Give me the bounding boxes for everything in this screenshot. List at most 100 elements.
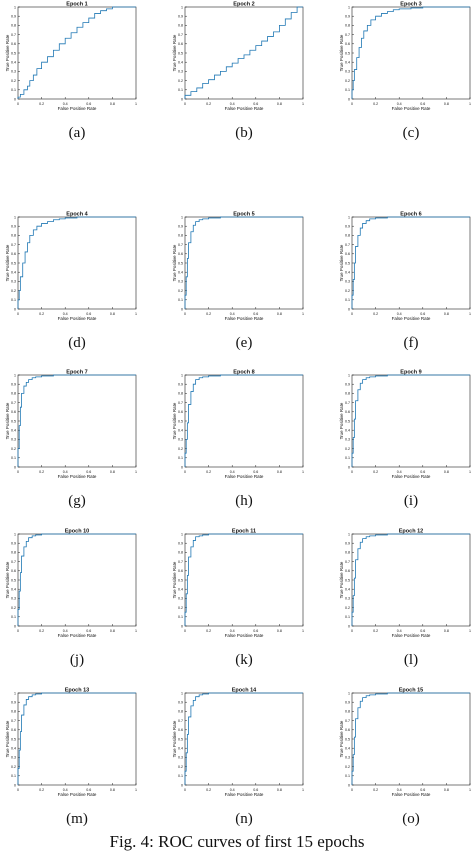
x-tick-label: 0.2 [206,312,211,316]
y-axis-label: True Positive Rate [5,402,10,439]
y-tick-label: 0.9 [178,225,183,229]
plot-frame [17,374,137,468]
y-tick-label: 0.7 [345,719,350,723]
y-tick-label: 0.3 [11,597,16,601]
x-tick-label: 0 [184,312,186,316]
y-tick-label: 1 [348,532,350,536]
y-tick-label: 0.2 [11,447,16,451]
y-tick-label: 0 [14,783,16,787]
y-tick-label: 0.1 [11,456,16,460]
y-axis-label: True Positive Rate [5,720,10,757]
x-tick-label: 1 [135,788,137,792]
x-tick-label: 0.8 [444,788,449,792]
x-tick-label: 0.6 [253,102,258,106]
x-tick-label: 1 [135,102,137,106]
x-tick-label: 1 [135,470,137,474]
roc-panel: 0 0.2 0.4 0.6 0.8 1 0 0.1 0.2 0.3 0.4 0.5 0.6 0.7 0.8 0… [172,2,304,142]
y-axis-label: True Positive Rate [339,561,344,598]
x-tick-label: 0.2 [206,629,211,633]
roc-curve-line [17,374,136,467]
y-tick-label: 0.6 [11,252,16,256]
x-tick-label: 1 [469,470,471,474]
y-tick-label: 0 [348,783,350,787]
y-tick-label: 0.3 [11,70,16,74]
y-tick-label: 0.9 [345,15,350,19]
panel-title: Epoch 14 [232,688,257,694]
y-tick-label: 0.5 [11,737,16,741]
y-tick-label: 0.8 [11,24,16,28]
y-tick-label: 0.8 [11,234,16,238]
y-tick-label: 0.6 [11,410,16,414]
y-tick-label: 0 [14,97,16,101]
y-tick-label: 0.5 [345,51,350,55]
panel-title: Epoch 1 [66,2,87,8]
x-axis-label: False Positive Rate [392,633,431,638]
y-tick-label: 0.6 [345,569,350,573]
y-tick-label: 0.9 [345,701,350,705]
roc-curve-line [351,216,470,309]
x-tick-label: 0 [351,470,353,474]
plot-frame [17,533,137,627]
x-tick-label: 0.4 [230,312,235,316]
y-tick-label: 0.5 [345,578,350,582]
y-axis-label: True Positive Rate [172,34,177,71]
y-tick-label: 1 [14,532,16,536]
y-tick-label: 0.8 [345,234,350,238]
x-tick-label: 1 [469,102,471,106]
subfigure-label: (j) [70,652,84,668]
y-axis-label: True Positive Rate [172,402,177,439]
y-tick-label: 0.7 [178,33,183,37]
x-tick-label: 0.8 [110,629,115,633]
y-tick-label: 0 [181,465,183,469]
y-tick-label: 0.6 [345,252,350,256]
x-tick-label: 0 [17,470,19,474]
y-tick-label: 0.6 [11,569,16,573]
y-tick-label: 0.4 [345,61,350,65]
y-tick-label: 0.8 [345,710,350,714]
subfigure-label: (f) [404,335,419,351]
y-tick-label: 0.8 [178,234,183,238]
x-tick-label: 0 [17,102,19,106]
y-tick-label: 0.6 [178,410,183,414]
y-tick-label: 0.3 [11,280,16,284]
y-tick-label: 0 [181,307,183,311]
x-tick-label: 0.4 [230,788,235,792]
plot-frame [17,692,137,786]
x-tick-label: 0 [351,102,353,106]
y-axis-label: True Positive Rate [339,34,344,71]
y-axis-label: True Positive Rate [5,34,10,71]
x-axis-label: False Positive Rate [225,106,264,111]
panel-title: Epoch 3 [400,2,421,8]
y-tick-label: 0.6 [345,42,350,46]
subfigure-label: (h) [235,493,253,509]
x-tick-label: 1 [302,102,304,106]
x-axis-label: False Positive Rate [58,106,97,111]
roc-panel: 0 0.2 0.4 0.6 0.8 1 0 0.1 0.2 0.3 0.4 0.5 0.6 0.7 0.8 0… [5,529,137,669]
y-tick-label: 0.1 [345,88,350,92]
y-tick-label: 0.1 [345,298,350,302]
x-tick-label: 0 [17,629,19,633]
y-tick-label: 0.6 [11,42,16,46]
x-tick-label: 0.6 [253,312,258,316]
x-axis-label: False Positive Rate [225,316,264,321]
x-tick-label: 0.6 [420,470,425,474]
y-tick-label: 1 [181,5,183,9]
x-tick-label: 0.2 [39,629,44,633]
y-tick-label: 0.3 [345,756,350,760]
y-tick-label: 0.2 [178,447,183,451]
y-tick-label: 0.2 [345,765,350,769]
roc-curve-line [184,692,303,785]
y-tick-label: 0.6 [178,569,183,573]
y-tick-label: 0.6 [178,252,183,256]
y-tick-label: 0.3 [345,438,350,442]
y-tick-label: 0.9 [345,542,350,546]
y-tick-label: 0.8 [11,551,16,555]
y-tick-label: 0.9 [178,701,183,705]
subfigure-label: (b) [235,125,253,141]
x-tick-label: 0.8 [277,470,282,474]
x-tick-label: 0.6 [86,788,91,792]
y-tick-label: 0.2 [345,606,350,610]
x-axis-label: False Positive Rate [392,106,431,111]
x-tick-label: 0.4 [397,312,402,316]
y-tick-label: 0 [14,624,16,628]
